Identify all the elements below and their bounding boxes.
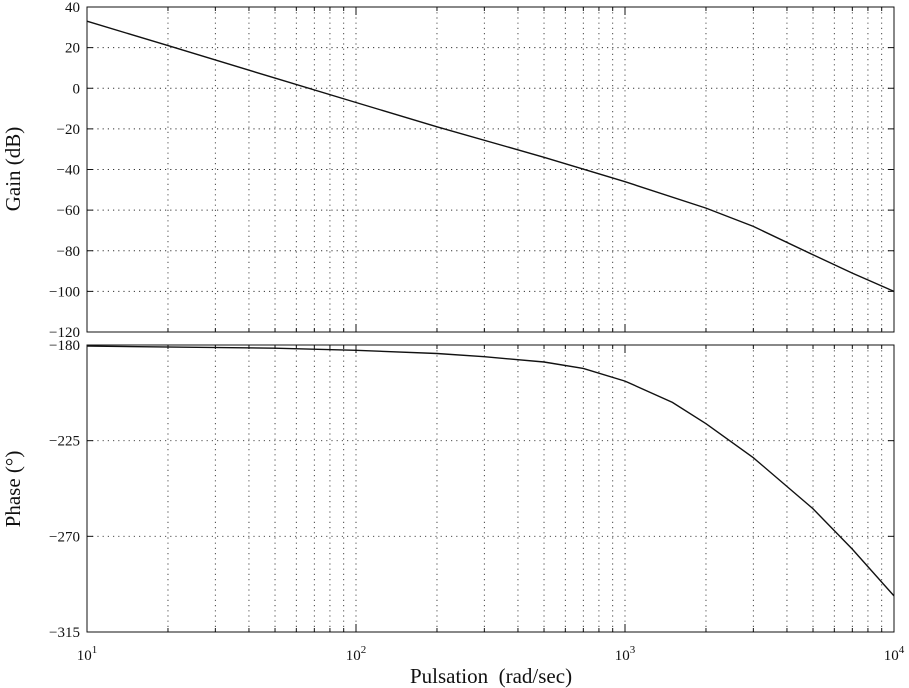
x-tick-label: 102 <box>346 644 367 664</box>
x-axis-label: Pulsation (rad/sec) <box>410 664 572 688</box>
gain-y-tick-label: 20 <box>65 41 80 57</box>
gain-y-tick-labels: 40 20 0 −20 −40 −60 −80 −100 −120 <box>49 0 80 341</box>
gain-axis-label: Gain (dB) <box>1 127 25 212</box>
x-tick-label: 101 <box>77 644 98 664</box>
gain-y-tick-label: 0 <box>73 81 81 97</box>
phase-y-tick-label: −180 <box>49 338 80 354</box>
gain-grid <box>87 6 894 333</box>
phase-y-tick-labels: −180 −225 −270 −315 <box>49 338 80 641</box>
gain-plot-frame <box>86 6 895 333</box>
gain-y-tick-label: 40 <box>65 0 80 16</box>
x-tick-labels: 101 102 103 104 <box>77 644 905 664</box>
phase-axis-label: Phase (°) <box>1 451 25 528</box>
phase-curve <box>86 345 895 597</box>
gain-y-tick-label: −40 <box>57 163 80 179</box>
phase-y-tick-label: −270 <box>49 529 80 545</box>
gain-curve <box>86 20 895 293</box>
gain-y-tick-label: −120 <box>49 325 80 341</box>
phase-y-tick-label: −225 <box>49 434 80 450</box>
phase-y-tick-label: −315 <box>49 625 80 641</box>
x-tick-label: 104 <box>884 644 905 664</box>
x-tick-label: 103 <box>615 644 636 664</box>
gain-y-tick-label: −60 <box>57 203 80 219</box>
gain-y-tick-label: −20 <box>57 122 80 138</box>
gain-y-tick-label: −100 <box>49 284 80 300</box>
phase-plot-frame <box>86 344 895 633</box>
phase-grid <box>87 344 894 633</box>
gain-y-tick-label: −80 <box>57 244 80 260</box>
